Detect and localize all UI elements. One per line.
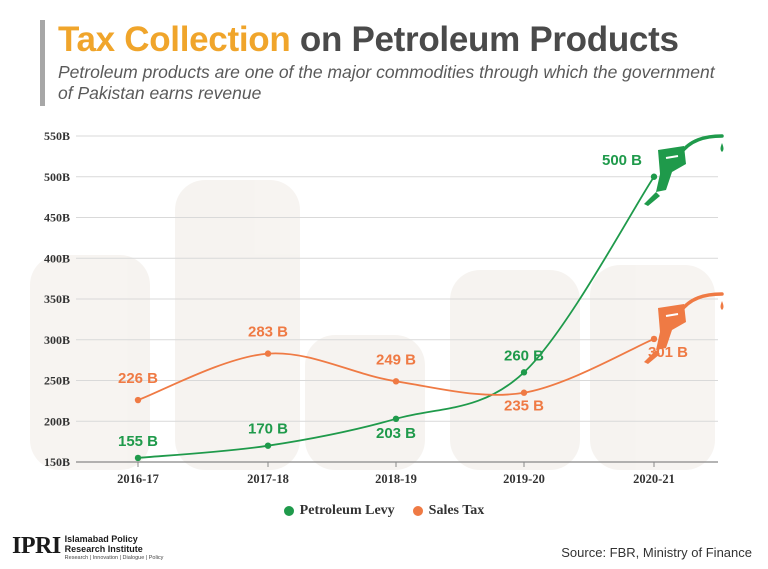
- y-tick-label: 300B: [44, 333, 70, 347]
- chart-title: Tax Collection on Petroleum Products: [58, 20, 679, 60]
- data-label: 249 B: [376, 351, 416, 368]
- data-point: [650, 335, 658, 343]
- logo-tagline: Research | Innovation | Dialogue | Polic…: [64, 555, 164, 561]
- data-point: [134, 454, 142, 462]
- legend-levy-dot: [283, 506, 294, 516]
- y-axis: 150B 200B 250B 300B 350B 400B 450B 500B 550B: [44, 129, 70, 469]
- y-tick-label: 200B: [44, 414, 70, 428]
- data-label: 301 B: [648, 344, 688, 361]
- data-label: 500 B: [602, 152, 642, 169]
- title-highlight: Tax Collection: [58, 20, 291, 59]
- logo-mark: IPRI: [12, 533, 61, 559]
- data-point: [392, 378, 400, 385]
- legend-item-sales-tax: Sales Tax: [412, 503, 485, 519]
- title-rest: on Petroleum Products: [299, 20, 679, 59]
- x-tick-label: 2020-21: [633, 472, 675, 486]
- y-tick-label: 550B: [44, 129, 70, 143]
- y-tick-label: 150B: [44, 455, 70, 469]
- x-tick-label: 2019-20: [503, 472, 545, 486]
- logo-name-line-1: Islamabad Policy: [64, 534, 138, 544]
- fuel-icons: [644, 134, 724, 364]
- legend-levy-label: Petroleum Levy: [299, 503, 395, 518]
- chart-subtitle: Petroleum products are one of the major …: [58, 62, 715, 103]
- y-tick-label: 350B: [44, 292, 70, 306]
- title-accent-bar: [40, 20, 45, 106]
- legend: Petroleum Levy Sales Tax: [0, 503, 768, 519]
- data-label: 235 B: [504, 398, 544, 415]
- data-label: 170 B: [248, 421, 288, 438]
- legend-sales-dot: [412, 506, 423, 516]
- line-chart: 150B 200B 250B 300B 350B 400B 450B 500B 550B 201…: [30, 129, 724, 486]
- data-label: 283 B: [248, 324, 288, 341]
- data-point: [392, 415, 400, 423]
- data-point: [264, 442, 272, 449]
- series-line: [137, 176, 655, 459]
- data-point: [520, 389, 528, 396]
- background-coins-illustration: [30, 180, 715, 470]
- data-labels: 155 B 170 B 203 B 260 B 500 B 226 B 283 B 249 B…: [118, 152, 688, 450]
- ipri-logo: IPRI Islamabad Policy Research Institute…: [12, 533, 164, 562]
- data-point: [264, 350, 272, 357]
- source-note: Source: FBR, Ministry of Finance: [561, 545, 752, 560]
- data-label: 155 B: [118, 433, 158, 450]
- data-label: 203 B: [376, 425, 416, 442]
- data-points: [134, 173, 658, 462]
- logo-text: Islamabad Policy Research Institute Rese…: [64, 534, 164, 562]
- legend-item-petroleum-levy: Petroleum Levy: [283, 503, 395, 519]
- x-tick-label: 2017-18: [247, 472, 289, 486]
- fuel-nozzle-icon: [644, 292, 724, 364]
- data-point: [134, 396, 142, 404]
- data-label: 260 B: [504, 347, 544, 364]
- data-point: [520, 369, 528, 376]
- y-tick-label: 500B: [44, 170, 70, 184]
- fuel-nozzle-icon: [644, 134, 724, 206]
- x-tick-label: 2018-19: [375, 472, 417, 486]
- data-label: 226 B: [118, 370, 158, 387]
- x-axis: 2016-17 2017-18 2018-19 2019-20 2020-21: [117, 462, 675, 486]
- y-tick-label: 400B: [44, 251, 70, 265]
- logo-name-line-2: Research Institute: [64, 543, 143, 554]
- grid-lines: [76, 135, 718, 463]
- y-tick-label: 250B: [44, 374, 70, 388]
- x-tick-label: 2016-17: [117, 472, 159, 486]
- legend-sales-label: Sales Tax: [428, 503, 485, 518]
- data-point: [650, 173, 658, 180]
- y-tick-label: 450B: [44, 211, 70, 225]
